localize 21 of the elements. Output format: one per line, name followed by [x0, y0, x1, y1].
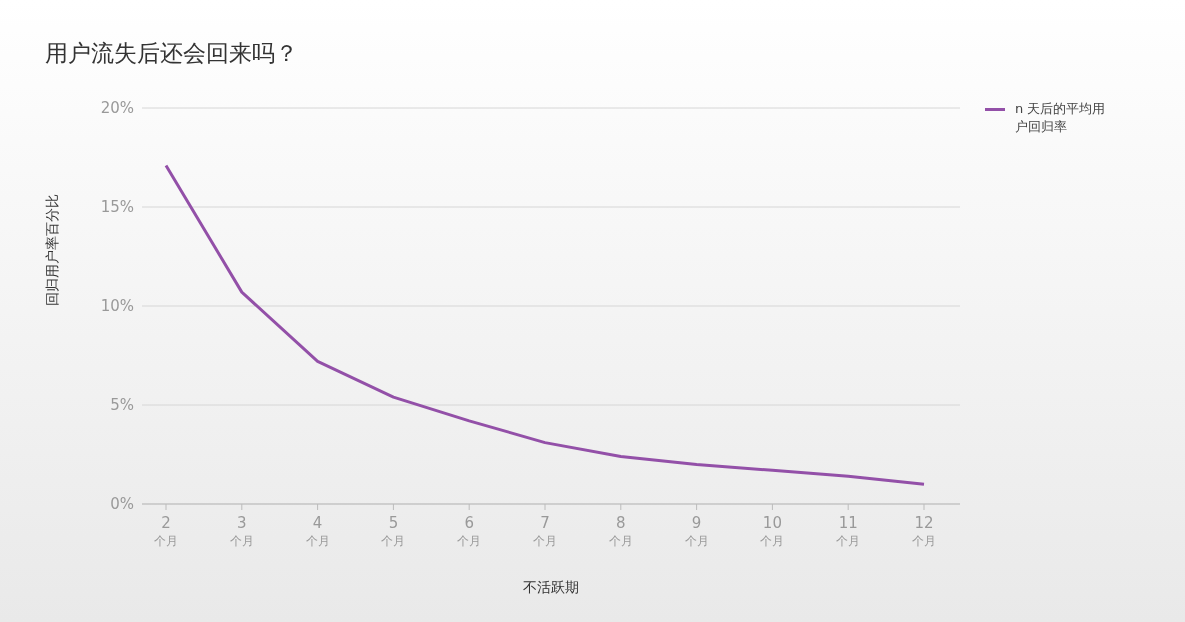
x-tick-label: 4 个月 [305, 514, 330, 548]
chart-title: 用户流失后还会回来吗？ [45, 39, 298, 68]
x-tick-label: 2 个月 [154, 514, 178, 548]
x-axis-title: 不活跃期 [523, 579, 579, 595]
line-series [164, 163, 926, 486]
legend-label: n 天后的平均用户回归率 [1015, 100, 1107, 136]
y-tick-label: 5% [110, 396, 134, 415]
y-tick-label: 10% [100, 297, 134, 316]
x-tick-label: 3 个月 [229, 514, 254, 548]
x-tick-label: 10 个月 [760, 514, 785, 548]
x-tick-label: 7 个月 [533, 514, 557, 548]
x-tick-label: 8 个月 [608, 514, 633, 548]
x-tick-label: 9 个月 [684, 514, 709, 548]
x-tick-label: 11 个月 [836, 514, 861, 548]
y-tick-label: 20% [100, 99, 134, 118]
x-tick-label: 12 个月 [912, 514, 936, 548]
x-tick-label: 5 个月 [381, 514, 406, 548]
y-tick-label: 15% [100, 198, 134, 217]
y-tick-label: 0% [110, 495, 134, 514]
x-tick-label: 6 个月 [457, 514, 482, 548]
y-axis-title: 回归用户率百分比 [43, 194, 60, 306]
